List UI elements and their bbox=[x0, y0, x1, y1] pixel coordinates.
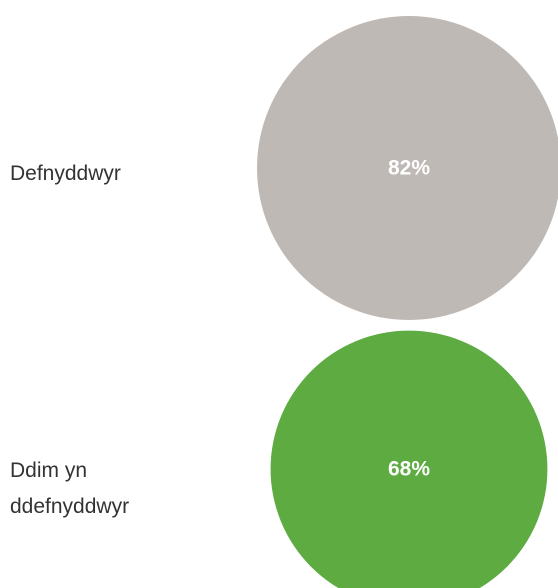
bubble-2 bbox=[270, 330, 548, 588]
bubble-value-label-2: 68% bbox=[388, 458, 430, 481]
category-label-line: Ddim yn bbox=[10, 459, 88, 482]
bubble-value-label-1: 82% bbox=[388, 157, 430, 180]
category-label-users: Defnyddwyr bbox=[10, 162, 121, 185]
category-label-line: ddefnyddwyr bbox=[10, 495, 130, 518]
bubble-1 bbox=[257, 16, 558, 320]
category-label-non-users: Ddim yn ddefnyddwyr bbox=[10, 453, 230, 525]
